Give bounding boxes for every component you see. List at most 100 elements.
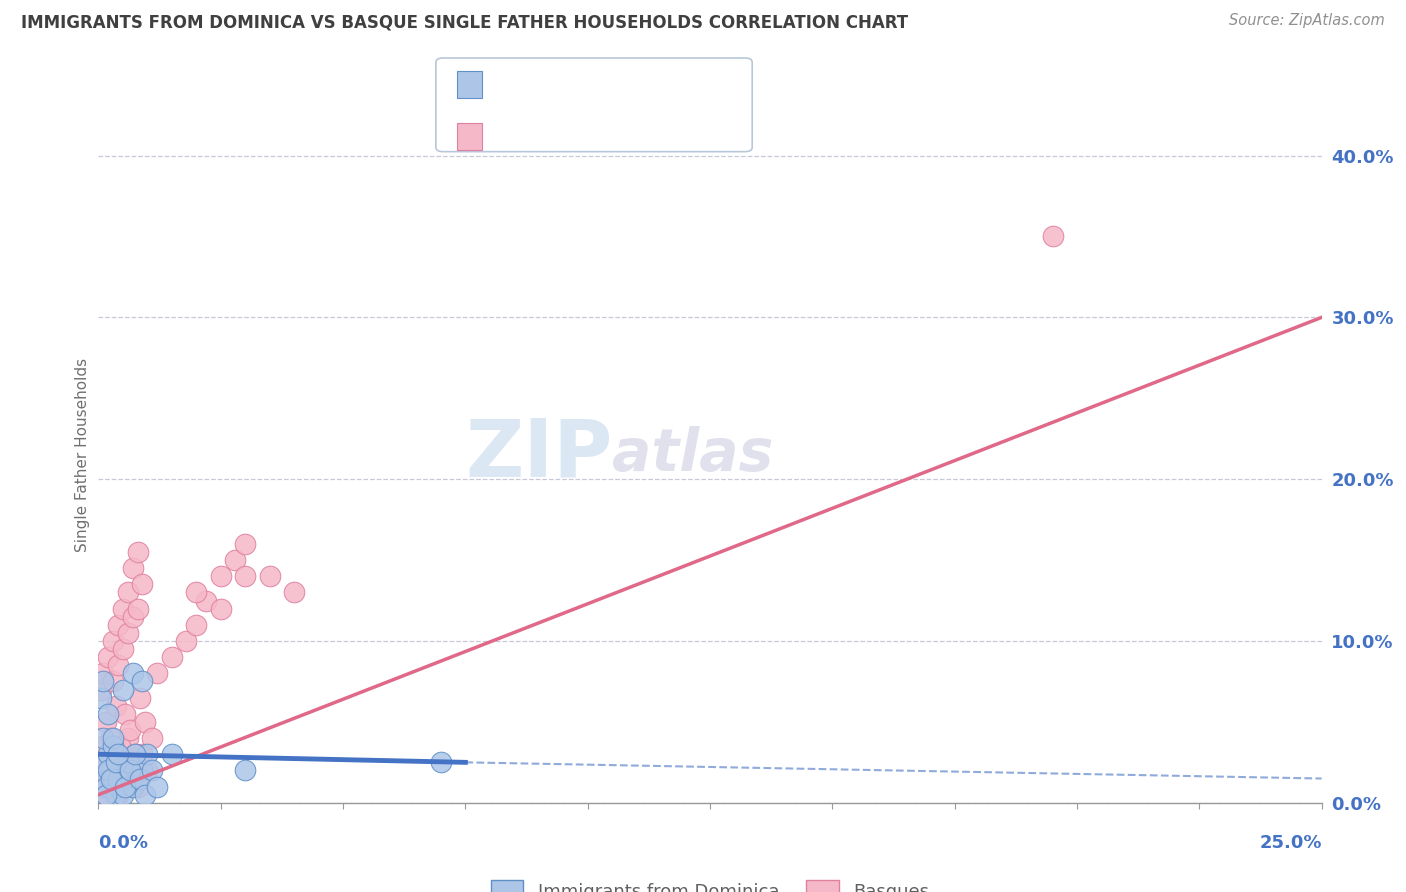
Point bbox=[259, 569, 281, 583]
Text: ZIP: ZIP bbox=[465, 416, 612, 494]
Point bbox=[195, 593, 218, 607]
Point bbox=[129, 772, 152, 786]
Point bbox=[233, 764, 256, 778]
Point bbox=[97, 772, 120, 786]
Point bbox=[111, 772, 134, 786]
Point bbox=[131, 674, 153, 689]
Point bbox=[1042, 229, 1064, 244]
Point bbox=[117, 756, 139, 770]
Y-axis label: Single Father Households: Single Father Households bbox=[75, 358, 90, 552]
Point bbox=[136, 764, 159, 778]
Point bbox=[146, 666, 169, 681]
Text: R =  0.769   N = 60: R = 0.769 N = 60 bbox=[494, 132, 693, 150]
Point bbox=[136, 747, 159, 762]
Point bbox=[101, 739, 124, 754]
Point bbox=[111, 764, 134, 778]
Legend: Immigrants from Dominica, Basques: Immigrants from Dominica, Basques bbox=[484, 873, 936, 892]
Point bbox=[100, 772, 122, 786]
Text: Source: ZipAtlas.com: Source: ZipAtlas.com bbox=[1229, 13, 1385, 29]
Text: IMMIGRANTS FROM DOMINICA VS BASQUE SINGLE FATHER HOUSEHOLDS CORRELATION CHART: IMMIGRANTS FROM DOMINICA VS BASQUE SINGL… bbox=[21, 13, 908, 31]
Point bbox=[111, 772, 134, 786]
Point bbox=[100, 747, 122, 762]
Point bbox=[97, 780, 120, 794]
Point bbox=[146, 780, 169, 794]
Point bbox=[91, 674, 114, 689]
Point bbox=[110, 739, 132, 754]
Point bbox=[104, 788, 127, 802]
Point bbox=[94, 780, 117, 794]
Point bbox=[94, 788, 117, 802]
Point bbox=[160, 747, 183, 762]
Point bbox=[101, 764, 124, 778]
Point bbox=[127, 601, 149, 615]
Point bbox=[111, 682, 134, 697]
Point bbox=[141, 731, 163, 745]
Point bbox=[233, 569, 256, 583]
Text: R = -0.096   N = 41: R = -0.096 N = 41 bbox=[494, 80, 693, 98]
Point bbox=[131, 764, 153, 778]
Point bbox=[107, 788, 129, 802]
Point bbox=[186, 617, 208, 632]
Point bbox=[107, 747, 129, 762]
Point bbox=[101, 772, 124, 786]
Point bbox=[127, 545, 149, 559]
Text: 25.0%: 25.0% bbox=[1260, 834, 1322, 852]
Point bbox=[124, 747, 146, 762]
Point bbox=[107, 747, 129, 762]
Point bbox=[111, 601, 134, 615]
Point bbox=[127, 780, 149, 794]
Point bbox=[107, 772, 129, 786]
Point bbox=[209, 601, 232, 615]
Point bbox=[134, 788, 156, 802]
Point bbox=[110, 772, 132, 786]
Point bbox=[111, 642, 134, 657]
Point bbox=[101, 674, 124, 689]
Point bbox=[101, 731, 124, 745]
Point bbox=[209, 569, 232, 583]
Point bbox=[90, 690, 112, 705]
Point bbox=[120, 764, 142, 778]
Point bbox=[90, 772, 112, 786]
Point bbox=[124, 747, 146, 762]
Point bbox=[104, 756, 127, 770]
Point bbox=[90, 780, 112, 794]
Point bbox=[121, 561, 143, 575]
Point bbox=[110, 764, 132, 778]
Point bbox=[101, 780, 124, 794]
Point bbox=[233, 537, 256, 551]
Point bbox=[127, 772, 149, 786]
Point bbox=[141, 764, 163, 778]
Point bbox=[91, 731, 114, 745]
Point bbox=[107, 780, 129, 794]
Point bbox=[91, 666, 114, 681]
Point bbox=[117, 585, 139, 599]
Point bbox=[117, 731, 139, 745]
Point bbox=[94, 788, 117, 802]
Point bbox=[97, 650, 120, 665]
Point bbox=[117, 626, 139, 640]
Point bbox=[186, 585, 208, 599]
Point bbox=[120, 723, 142, 737]
Point bbox=[131, 747, 153, 762]
Point bbox=[224, 553, 246, 567]
Text: 0.0%: 0.0% bbox=[98, 834, 149, 852]
Point bbox=[104, 698, 127, 713]
Point bbox=[104, 756, 127, 770]
Point bbox=[121, 609, 143, 624]
Point bbox=[160, 650, 183, 665]
Point bbox=[90, 682, 112, 697]
Point bbox=[91, 739, 114, 754]
Point bbox=[283, 585, 305, 599]
Point bbox=[176, 634, 198, 648]
Point bbox=[131, 577, 153, 591]
Text: atlas: atlas bbox=[612, 426, 773, 483]
Point bbox=[114, 706, 136, 721]
Point bbox=[91, 764, 114, 778]
Point bbox=[97, 764, 120, 778]
Point bbox=[91, 756, 114, 770]
Point bbox=[101, 634, 124, 648]
Point bbox=[129, 690, 152, 705]
Point bbox=[100, 764, 122, 778]
Point bbox=[100, 731, 122, 745]
Point bbox=[121, 666, 143, 681]
